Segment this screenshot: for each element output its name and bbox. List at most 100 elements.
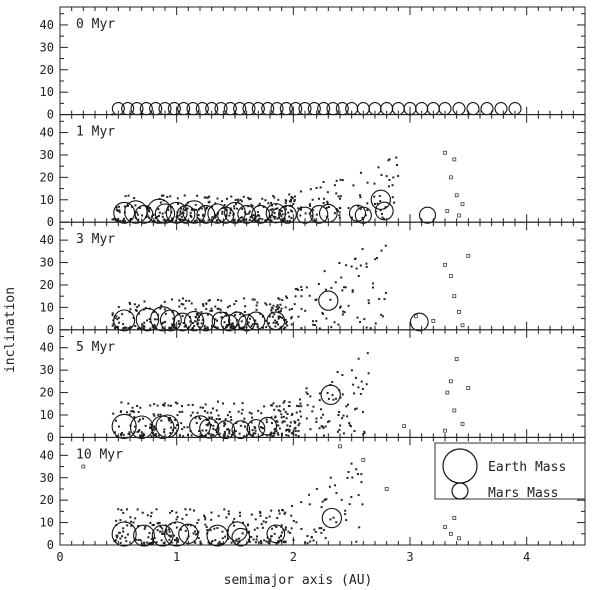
planetesimal-point [310, 535, 313, 538]
planetesimal-point [269, 303, 272, 306]
embryo-circle [146, 198, 172, 224]
planetesimal-point [288, 401, 291, 404]
planetesimal-point [180, 303, 183, 306]
planetesimal-point [177, 320, 180, 323]
planetesimal-point [238, 537, 241, 540]
planetesimal-point [208, 416, 211, 419]
y-tick-label: 20 [40, 278, 54, 292]
planetesimal-point [275, 309, 278, 312]
outer-body-point [466, 253, 471, 258]
planetesimal-point [354, 376, 357, 379]
planetesimal-point [202, 303, 205, 306]
outer-body-point [452, 157, 457, 162]
planetesimal-point [279, 410, 282, 413]
planetesimal-point [300, 327, 303, 330]
planetesimal-point [337, 414, 340, 417]
planetesimal-point [248, 198, 251, 201]
planetesimal-point [180, 215, 183, 218]
planetesimal-point [190, 434, 193, 437]
planetesimal-point [159, 525, 162, 528]
planetesimal-point [153, 310, 156, 313]
planetesimal-point [232, 520, 235, 523]
planetesimal-point [229, 416, 232, 419]
planetesimal-point [297, 430, 300, 433]
planetesimal-point [216, 197, 219, 200]
planetesimal-point [335, 179, 338, 182]
planetesimal-point [195, 208, 198, 211]
planetesimal-point [335, 208, 338, 211]
legend-mars-marker [451, 482, 469, 500]
planetesimal-point [275, 320, 278, 323]
planetesimal-point [250, 421, 253, 424]
outer-body-point [443, 428, 447, 433]
planetesimal-point [197, 518, 200, 521]
planetesimal-point [320, 416, 323, 419]
planetesimal-point [380, 212, 383, 215]
planetesimal-point [204, 434, 207, 437]
x-tick-label: 2 [290, 550, 297, 564]
planetesimal-point [254, 427, 257, 430]
planetesimal-point [159, 201, 162, 204]
planetesimal-point [128, 302, 131, 305]
planetesimal-point [229, 211, 232, 214]
planetesimal-point [128, 431, 131, 434]
planetesimal-point [327, 206, 330, 209]
planetesimal-point [289, 200, 292, 203]
planetesimal-point [378, 194, 381, 197]
planetesimal-point [119, 220, 122, 223]
planetesimal-point [214, 539, 217, 542]
planetesimal-point [283, 219, 286, 222]
planetesimal-point [258, 217, 261, 220]
planetesimal-point [355, 540, 358, 543]
planetesimal-point [217, 298, 220, 301]
planetesimal-point [269, 214, 272, 217]
planetesimal-point [239, 216, 242, 219]
planetesimal-point [309, 188, 312, 191]
y-tick-label: 10 [40, 193, 54, 207]
planetesimal-point [134, 425, 137, 428]
embryo-circle [177, 102, 191, 116]
planetesimal-point [227, 428, 230, 431]
planetesimal-point [191, 322, 194, 325]
planetesimal-point [265, 516, 268, 519]
planetesimal-point [347, 403, 350, 406]
planetesimal-point [261, 526, 264, 529]
planetesimal-point [170, 421, 173, 424]
planetesimal-point [233, 517, 236, 520]
planetesimal-point [191, 411, 194, 414]
planetesimal-point [114, 539, 117, 542]
planetesimal-point [143, 434, 146, 437]
planetesimal-point [263, 405, 266, 408]
planetesimal-point [357, 386, 360, 389]
planetesimal-point [274, 207, 277, 210]
planetesimal-point [201, 214, 204, 217]
planetesimal-point [359, 208, 362, 211]
planetesimal-point [175, 511, 178, 514]
planetesimal-point [113, 316, 116, 319]
planetesimal-point [142, 432, 145, 435]
planetesimal-point [280, 307, 283, 310]
embryo-circle [207, 203, 228, 224]
planetesimal-point [157, 208, 160, 211]
planetesimal-point [111, 312, 114, 315]
planetesimal-point [328, 485, 331, 488]
planetesimal-point [137, 430, 140, 433]
planetesimal-point [137, 312, 140, 315]
planetesimal-point [262, 520, 265, 523]
planetesimal-point [340, 276, 343, 279]
planetesimal-point [164, 308, 167, 311]
planetesimal-point [205, 429, 208, 432]
planetesimal-point [348, 424, 351, 427]
planetesimal-point [285, 199, 288, 202]
planetesimal-point [275, 203, 278, 206]
outer-body-point [460, 422, 465, 426]
planetesimal-point [185, 513, 188, 516]
planetesimal-point [252, 538, 255, 541]
planetesimal-point [349, 425, 352, 428]
planetesimal-point [226, 324, 229, 327]
planetesimal-point [248, 219, 251, 222]
y-tick-label: 0 [47, 215, 54, 229]
planetesimal-point [130, 217, 133, 220]
planetesimal-point [227, 510, 230, 513]
planetesimal-point [134, 204, 137, 207]
